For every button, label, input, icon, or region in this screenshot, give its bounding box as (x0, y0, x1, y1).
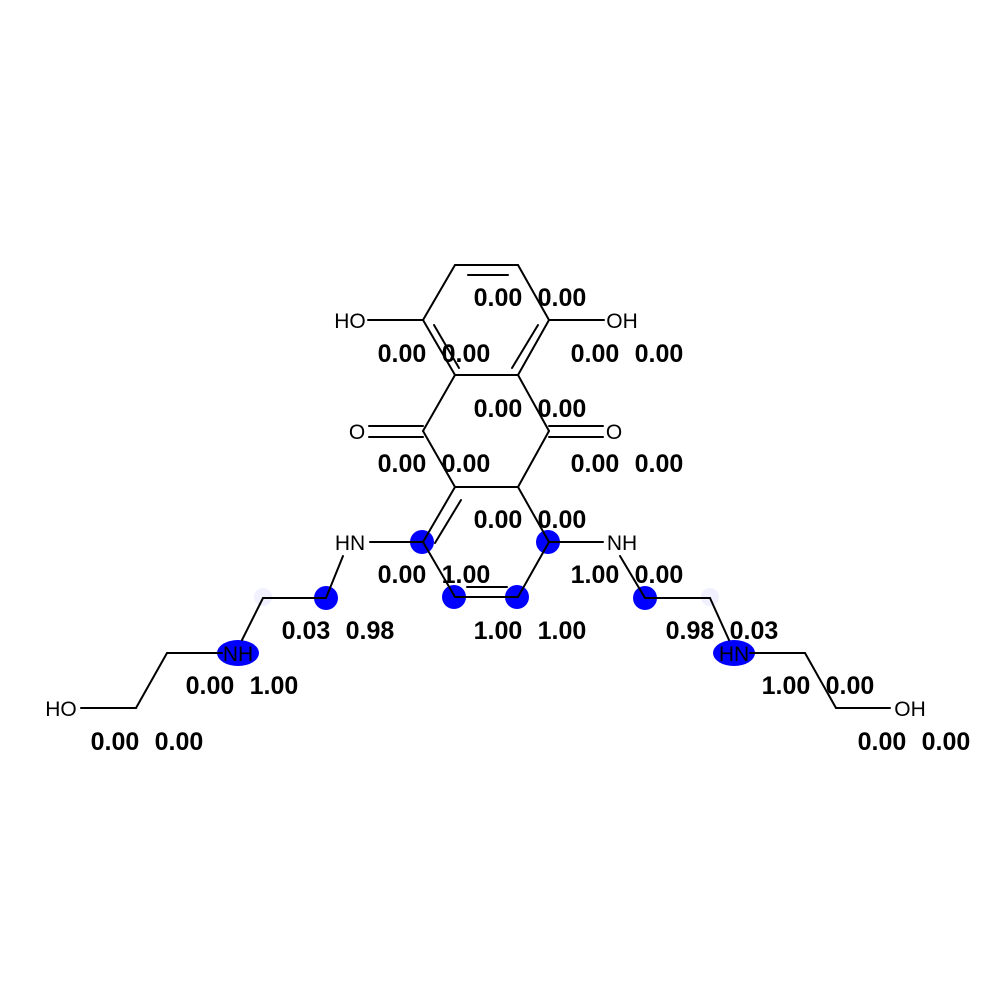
score-label: 0.00 (378, 561, 427, 589)
score-label: 0.00 (378, 340, 427, 368)
score-label: 0.00 (538, 395, 587, 423)
score-label: 0.00 (186, 672, 235, 700)
atom-labels: HO OH O O HN NH NH HN HO OH (45, 310, 926, 721)
score-label: 0.00 (922, 728, 971, 756)
atom-label-oh-top-right: OH (606, 310, 638, 333)
bond (422, 430, 456, 488)
bond (619, 555, 646, 599)
score-label: 0.00 (91, 728, 140, 756)
score-label: 1.00 (571, 561, 620, 589)
atom-label-ho-bottom-left: HO (45, 698, 77, 721)
bond (422, 374, 456, 432)
score-label: 0.98 (346, 617, 395, 645)
atom-label-o-right: O (606, 421, 622, 444)
score-label: 0.00 (155, 728, 204, 756)
bond (517, 486, 550, 543)
score-label: 0.00 (474, 284, 523, 312)
bond (422, 264, 456, 321)
score-label: 0.98 (666, 617, 715, 645)
score-label: 0.00 (571, 450, 620, 478)
score-label: 0.00 (378, 450, 427, 478)
score-label: 1.00 (250, 672, 299, 700)
bond (804, 652, 837, 709)
score-label: 0.00 (635, 340, 684, 368)
atom-label-nh-right: NH (607, 532, 637, 555)
bond (433, 324, 460, 369)
bond (422, 319, 456, 376)
score-label: 0.00 (474, 395, 523, 423)
bond (422, 486, 456, 543)
highlight-nh-left (217, 640, 259, 666)
score-label: 0.00 (442, 450, 491, 478)
bond (517, 430, 550, 488)
score-label: 0.00 (635, 450, 684, 478)
score-label: 0.00 (538, 284, 587, 312)
score-label: 0.00 (442, 340, 491, 368)
score-label: 0.03 (282, 617, 331, 645)
bond (517, 374, 550, 432)
bond (517, 264, 550, 321)
atom-label-oh-bottom-right: OH (894, 698, 926, 721)
bond (517, 319, 550, 376)
atom-label-hn-lower-right: HN (719, 643, 749, 666)
bond (135, 652, 168, 709)
bond (511, 324, 539, 369)
score-label: 1.00 (762, 672, 811, 700)
bond (709, 597, 730, 641)
bond (241, 597, 264, 641)
atom-label-nh-lower-left: NH (223, 643, 253, 666)
bond (422, 541, 456, 598)
atom-label-hn-left: HN (335, 532, 365, 555)
score-label: 1.00 (538, 617, 587, 645)
bond (517, 541, 550, 598)
bond (325, 555, 344, 599)
score-labels: 0.00 0.00 0.00 0.00 0.00 0.00 0.00 0.00 … (91, 284, 971, 756)
atom-label-o-left: O (349, 421, 365, 444)
score-label: 0.00 (538, 506, 587, 534)
score-label: 0.03 (730, 617, 779, 645)
bond (434, 499, 462, 544)
score-label: 1.00 (442, 561, 491, 589)
score-label: 0.00 (826, 672, 875, 700)
bonds (80, 264, 891, 709)
score-label: 0.00 (571, 340, 620, 368)
score-label: 0.00 (858, 728, 907, 756)
score-label: 1.00 (474, 617, 523, 645)
atom-label-ho-top-left: HO (334, 310, 366, 333)
score-label: 0.00 (474, 506, 523, 534)
score-label: 0.00 (635, 561, 684, 589)
highlight-hn-right (713, 640, 755, 666)
